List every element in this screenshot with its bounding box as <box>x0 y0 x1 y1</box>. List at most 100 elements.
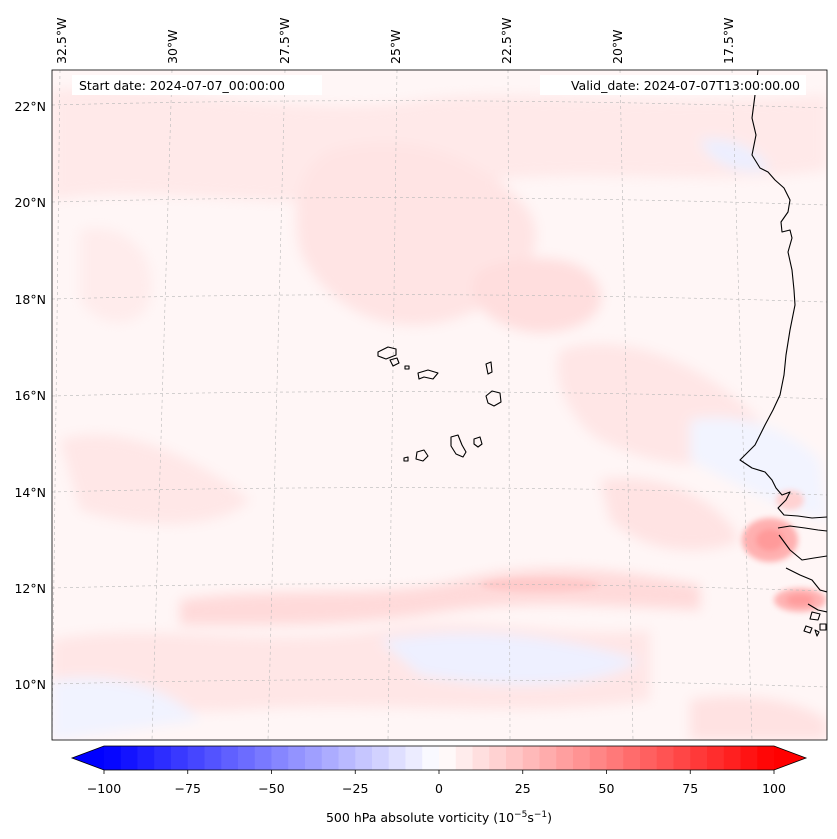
cbar-tick-label: −100 <box>87 781 121 796</box>
colorbar-cell <box>104 746 122 770</box>
colorbar-max-extend <box>774 746 806 770</box>
island-sal <box>485 361 493 375</box>
coastlines <box>377 70 827 637</box>
latitude-labels: 22°N 20°N 18°N 16°N 14°N 12°N 10°N <box>14 99 46 692</box>
meridian-25W <box>387 70 398 740</box>
cbar-tick-label: 50 <box>599 781 615 796</box>
island-brava <box>403 456 409 462</box>
cbar-tick-label: 0 <box>435 781 443 796</box>
island-sao-vicente <box>389 357 400 367</box>
lat-label-16N: 16°N <box>14 388 46 403</box>
meridian-17.5W <box>731 70 753 740</box>
colorbar-cell <box>405 746 423 770</box>
vorticity-maxima <box>480 490 826 612</box>
colorbar-cell <box>606 746 624 770</box>
meridian-20W <box>619 70 634 740</box>
colorbar: −100 −75 −50 −25 0 25 50 75 100 500 hPa … <box>70 745 808 825</box>
colorbar-cell <box>472 746 490 770</box>
colorbar-cell <box>288 746 306 770</box>
valid-date-box <box>540 75 806 95</box>
colorbar-cell <box>489 746 507 770</box>
parallel-20N <box>52 197 827 206</box>
island-sao-nicolau <box>417 369 439 380</box>
island-santiago <box>450 434 467 458</box>
colorbar-cell <box>539 746 557 770</box>
parallel-18N <box>52 294 827 303</box>
start-date-box <box>72 75 322 95</box>
colorbar-cell <box>439 746 457 770</box>
lon-label-32.5W: 32.5°W <box>54 18 69 64</box>
colorbar-cell <box>338 746 356 770</box>
cbar-tick-label: −75 <box>175 781 201 796</box>
colorbar-cell <box>690 746 708 770</box>
africa-coastline <box>739 70 827 613</box>
colorbar-cell <box>355 746 373 770</box>
parallel-22N <box>52 100 827 109</box>
island-santo-antao <box>377 346 397 360</box>
colorbar-cell <box>271 746 289 770</box>
cbar-tick-label: 75 <box>682 781 698 796</box>
colorbar-cell <box>305 746 323 770</box>
colorbar-cell <box>422 746 440 770</box>
island-fogo <box>415 449 429 462</box>
colorbar-cell <box>171 746 189 770</box>
island-maio <box>473 436 483 448</box>
colorbar-label: 500 hPa absolute vorticity (10−5s−1) <box>326 810 552 825</box>
island-boa-vista <box>485 390 502 407</box>
cbar-tick-label: −25 <box>342 781 368 796</box>
meridian-30W <box>151 70 173 740</box>
map-frame <box>51 69 828 741</box>
colorbar-cell <box>640 746 658 770</box>
lat-label-20N: 20°N <box>14 195 46 210</box>
lat-label-22N: 22°N <box>14 99 46 114</box>
colorbar-cell <box>204 746 222 770</box>
colorbar-cell <box>506 746 524 770</box>
parallel-14N <box>52 487 827 496</box>
lon-label-22.5W: 22.5°W <box>499 18 514 64</box>
colorbar-cell <box>723 746 741 770</box>
lon-label-17.5W: 17.5°W <box>721 18 736 64</box>
colorbar-cells <box>72 746 806 770</box>
colorbar-ticks <box>103 770 775 774</box>
colorbar-cell <box>254 746 272 770</box>
bijagos-islands <box>803 611 827 637</box>
lat-label-18N: 18°N <box>14 292 46 307</box>
meridian-22.5W <box>507 70 511 740</box>
colorbar-cell <box>673 746 691 770</box>
colorbar-tick-labels: −100 −75 −50 −25 0 25 50 75 100 <box>87 781 786 796</box>
start-date-label: Start date: 2024-07-07_00:00:00 <box>79 78 285 93</box>
lon-label-20W: 20°W <box>610 29 625 64</box>
lat-label-14N: 14°N <box>14 485 46 500</box>
colorbar-cell <box>740 746 758 770</box>
colorbar-cell <box>388 746 406 770</box>
colorbar-cell <box>455 746 473 770</box>
colorbar-cell <box>372 746 390 770</box>
lon-label-30W: 30°W <box>165 29 180 64</box>
cbar-tick-label: 25 <box>515 781 531 796</box>
colorbar-cell <box>589 746 607 770</box>
island-santa-luzia <box>404 365 410 370</box>
graticule <box>52 70 827 740</box>
colorbar-min-extend <box>72 746 104 770</box>
parallel-16N <box>52 391 827 400</box>
colorbar-cell <box>221 746 239 770</box>
colorbar-cell <box>137 746 155 770</box>
colorbar-cell <box>757 746 775 770</box>
colorbar-cell <box>120 746 138 770</box>
colorbar-cell <box>623 746 641 770</box>
vorticity-field <box>52 88 827 740</box>
colorbar-cell <box>656 746 674 770</box>
longitude-labels: 32.5°W 30°W 27.5°W 25°W 22.5°W 20°W 17.5… <box>54 18 736 64</box>
meridian-27.5W <box>267 70 286 740</box>
colorbar-cell <box>707 746 725 770</box>
colorbar-cell <box>154 746 172 770</box>
cbar-tick-label: −50 <box>258 781 284 796</box>
colorbar-cell <box>238 746 256 770</box>
parallel-10N <box>52 679 827 688</box>
lon-label-27.5W: 27.5°W <box>277 18 292 64</box>
cbar-tick-label: 100 <box>762 781 786 796</box>
lat-label-10N: 10°N <box>14 677 46 692</box>
lat-label-12N: 12°N <box>14 581 46 596</box>
colorbar-cell <box>556 746 574 770</box>
